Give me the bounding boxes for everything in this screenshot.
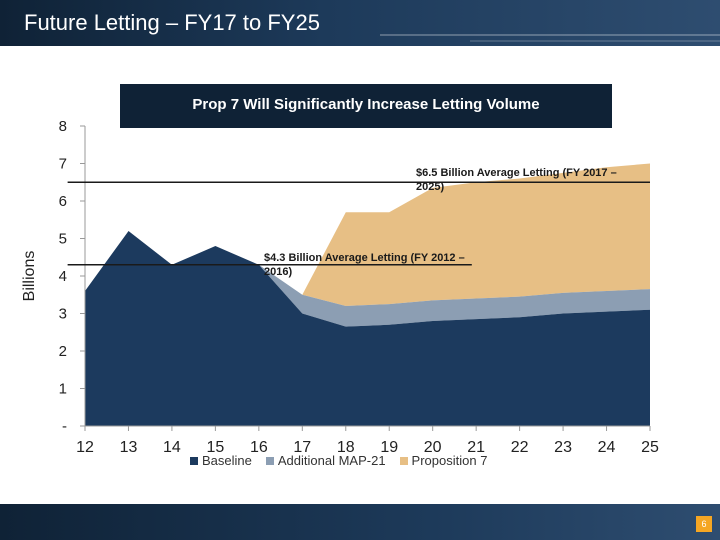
x-tick-label: 14: [163, 439, 181, 456]
legend-label-map21: Additional MAP-21: [277, 453, 386, 468]
slide-title: Future Letting – FY17 to FY25: [24, 10, 320, 35]
legend-item-map21: Additional MAP-21: [265, 453, 386, 468]
area-series-baseline: [85, 231, 650, 426]
chart-title: Prop 7 Will Significantly Increase Letti…: [192, 96, 540, 113]
legend-label-baseline: Baseline: [202, 453, 252, 468]
y-tick-label: 3: [59, 306, 67, 323]
legend-item-baseline: Baseline: [190, 453, 252, 468]
x-tick-label: 16: [250, 439, 268, 456]
reference-label-fy17-25: $6.5 Billion Average Letting (FY 2017 –2…: [416, 167, 617, 193]
title-bar: Future Letting – FY17 to FY25: [0, 0, 720, 46]
x-tick-label: 19: [380, 439, 398, 456]
x-tick-label: 22: [511, 439, 529, 456]
x-tick-label: 13: [120, 439, 138, 456]
y-tick-label: 5: [59, 231, 67, 248]
y-tick-label: -: [62, 418, 67, 435]
legend-item-prop7: Proposition 7: [399, 453, 488, 468]
y-tick-label: 8: [59, 118, 67, 135]
title-bar-streak-decoration: [470, 40, 720, 42]
legend-swatch-prop7: [399, 456, 408, 465]
reference-label-fy12-16: $4.3 Billion Average Letting (FY 2012 –2…: [264, 252, 465, 278]
x-tick-label: 25: [641, 439, 659, 456]
y-tick-label: 1: [59, 381, 67, 398]
x-tick-label: 15: [206, 439, 224, 456]
y-tick-label: 2: [59, 343, 67, 360]
legend-swatch-map21: [265, 456, 274, 465]
x-tick-label: 24: [598, 439, 616, 456]
page-number: 6: [696, 516, 712, 532]
x-tick-label: 12: [76, 439, 94, 456]
footer-bar: [0, 504, 720, 540]
y-axis-label: Billions: [21, 251, 38, 302]
x-tick-label: 23: [554, 439, 572, 456]
chart-legend: Baseline Additional MAP-21 Proposition 7: [190, 453, 487, 468]
legend-swatch-baseline: [190, 456, 198, 465]
area-series-map21: [258, 264, 650, 327]
x-tick-label: 17: [293, 439, 311, 456]
x-tick-label: 18: [337, 439, 355, 456]
area-series-prop7: [302, 163, 650, 306]
y-tick-label: 6: [59, 193, 67, 210]
x-tick-label: 20: [424, 439, 442, 456]
x-tick-label: 21: [467, 439, 485, 456]
chart-title-box: [120, 84, 612, 128]
legend-label-prop7: Proposition 7: [411, 453, 488, 468]
y-tick-label: 7: [59, 156, 67, 173]
y-tick-label: 4: [59, 268, 67, 285]
title-bar-streak-decoration: [380, 34, 720, 36]
